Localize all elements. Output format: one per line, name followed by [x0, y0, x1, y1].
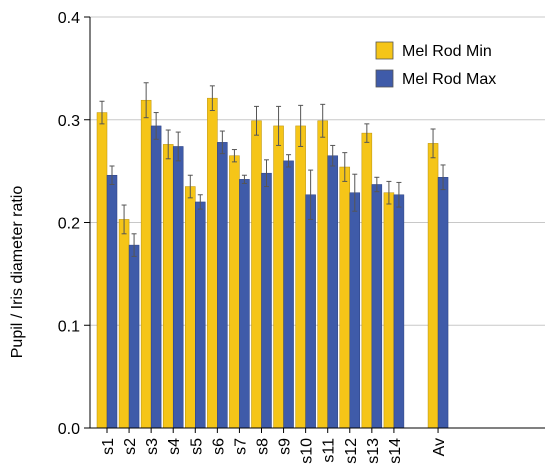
y-tick-label: 0.4: [58, 10, 80, 27]
bar-s9-max: [283, 160, 294, 429]
bar-s7-max: [239, 179, 250, 429]
bar-s8-max: [261, 172, 272, 429]
x-tick-label: s7: [232, 438, 249, 455]
bar-s1-min: [96, 112, 108, 429]
x-tick-label: s1: [100, 438, 117, 455]
bar-s6-max: [217, 142, 228, 429]
x-tick-label: s5: [188, 438, 205, 455]
x-tick-label: s6: [210, 438, 227, 455]
x-tick-label: s3: [144, 438, 161, 455]
bar-s2-max: [128, 244, 140, 429]
bar-s1-max: [106, 174, 118, 429]
bar-s11-max: [327, 155, 338, 429]
y-axis-ticks: 0.0 0.1 0.2 0.3 0.4: [58, 10, 90, 438]
bar-s4-min: [162, 144, 174, 429]
x-tick-label: Av: [431, 438, 448, 456]
bar-s3-min: [140, 99, 152, 429]
bar-s12-min: [339, 166, 351, 429]
bar-s3-max: [150, 125, 162, 429]
bar-s13-min: [361, 132, 373, 429]
legend-swatch-mel-rod-max: [375, 69, 394, 88]
bar-s13-max: [371, 184, 383, 429]
x-axis-ticks: s1 s2 s3 s4 s5 s6 s7 s8 s9 s10 s11 s12 s13 s14 Av: [100, 428, 448, 464]
x-tick-label: s11: [321, 438, 338, 463]
bar-s7-min: [229, 155, 240, 429]
y-axis-label: Pupil / Iris diameter ratio: [9, 186, 26, 359]
y-tick-label: 0.3: [58, 113, 80, 130]
x-tick-label: s4: [166, 438, 183, 455]
error-bar-group: [99, 82, 446, 257]
bar-s2-min: [118, 219, 130, 429]
bar-s12-max: [349, 192, 361, 429]
x-tick-label: s10: [299, 438, 316, 464]
x-tick-label: s9: [277, 438, 294, 455]
bar-s11-min: [317, 120, 328, 429]
bar-s10-min: [295, 125, 306, 429]
x-tick-label: s2: [122, 438, 139, 455]
bar-s6-min: [207, 97, 218, 429]
bar-Av-max: [437, 177, 449, 429]
bar-s9-min: [273, 125, 284, 429]
x-tick-label: s12: [343, 438, 360, 464]
legend-label-mel-rod-min: Mel Rod Min: [402, 43, 492, 60]
x-tick-label: s14: [387, 438, 404, 464]
legend: Mel Rod Min Mel Rod Max: [375, 41, 496, 88]
x-tick-label: s8: [254, 438, 271, 455]
legend-label-mel-rod-max: Mel Rod Max: [402, 71, 496, 88]
y-tick-label: 0.2: [58, 216, 80, 233]
bar-s4-max: [172, 146, 184, 429]
bar-Av-min: [427, 143, 439, 429]
bar-s5-max: [195, 201, 206, 429]
y-tick-label: 0.1: [58, 318, 80, 335]
legend-swatch-mel-rod-min: [375, 41, 394, 60]
bar-s8-min: [251, 120, 262, 429]
y-tick-label: 0.0: [58, 421, 80, 438]
bar-s14-min: [383, 192, 395, 429]
bar-s14-max: [393, 194, 405, 429]
bar-s5-min: [185, 186, 196, 429]
bar-s10-max: [305, 194, 316, 429]
x-tick-label: s13: [365, 438, 382, 464]
bar-group: [96, 97, 449, 429]
